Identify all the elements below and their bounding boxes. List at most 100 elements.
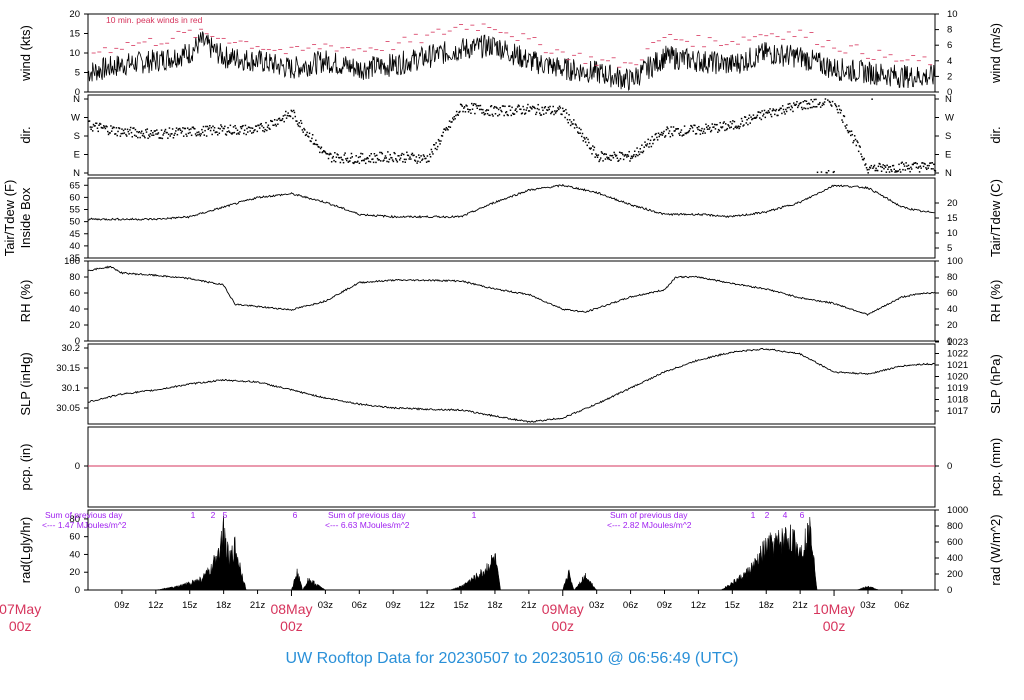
- x-tick-label: 09z: [386, 600, 402, 611]
- rad-sum-value: <--- 2.82 MJoules/m^2: [607, 520, 692, 530]
- rh-ylabel-left: RH (%): [18, 280, 33, 323]
- temp-ylabel-right: Tair/Tdew (C): [988, 179, 1003, 257]
- temp-left-tick-label: 60: [69, 192, 80, 203]
- rh-left-tick-label: 80: [69, 272, 80, 283]
- dir-right-tick-label: W: [945, 113, 954, 124]
- peak-winds-annotation: 10 min. peak winds in red: [106, 15, 203, 25]
- slp-ylabel-right: SLP (hPa): [988, 354, 1003, 414]
- rad-sum-value: <--- 1.47 MJoules/m^2: [42, 520, 127, 530]
- wind-ylabel-right: wind (m/s): [988, 23, 1003, 84]
- day-date-label: 09May: [542, 601, 584, 617]
- rad-left-tick-label: 60: [69, 532, 80, 543]
- rad-right-tick-label: 1000: [947, 505, 968, 516]
- rad-marker: 1: [472, 510, 477, 520]
- dir-right-tick-label: E: [945, 150, 951, 161]
- rh-left-tick-label: 40: [69, 304, 80, 315]
- x-tick-label: 21z: [521, 600, 537, 611]
- temp-left-tick-label: 50: [69, 217, 80, 228]
- slp-left-tick-label: 30.15: [56, 363, 80, 374]
- slp-left-tick-label: 30.05: [56, 403, 80, 414]
- rh-panel-frame: [87, 260, 936, 342]
- wind-right-tick-label: 2: [947, 71, 952, 82]
- dir-left-tick-label: S: [74, 131, 80, 142]
- temp-right-tick-label: 10: [947, 228, 958, 239]
- temp-left-tick-label: 40: [69, 241, 80, 252]
- dir-ylabel-left: dir.: [18, 126, 33, 143]
- temp-right-tick-label: 15: [947, 213, 958, 224]
- day-time-label: 00z: [551, 618, 574, 634]
- rh-series-line: [88, 265, 935, 316]
- rad-left-tick-label: 0: [75, 585, 80, 596]
- slp-series-line: [87, 348, 935, 423]
- rad-left-tick-label: 20: [69, 567, 80, 578]
- wind-left-tick-label: 5: [75, 68, 80, 79]
- x-tick-label: 03z: [860, 600, 876, 611]
- rad-marker: 6: [800, 510, 805, 520]
- rad-right-tick-label: 400: [947, 553, 963, 564]
- rh-right-tick-label: 60: [947, 288, 958, 299]
- wind-left-tick-label: 0: [75, 87, 80, 98]
- rad-marker: 6: [293, 510, 298, 520]
- wind-right-tick-label: 6: [947, 40, 952, 51]
- wind-right-tick-label: 4: [947, 56, 952, 67]
- pcp-ylabel-right: pcp. (mm): [988, 438, 1003, 497]
- rh-right-tick-label: 0: [947, 336, 952, 347]
- rad-left-tick-label: 40: [69, 549, 80, 560]
- slp-right-tick-label: 1017: [947, 406, 968, 417]
- rh-right-tick-label: 80: [947, 272, 958, 283]
- rad-marker: 4: [783, 510, 788, 520]
- wind-speed-line: [87, 31, 935, 91]
- rad-left-tick-label: 80: [69, 514, 80, 525]
- temp-left-tick-label: 35: [69, 253, 80, 264]
- temp-left-tick-label: 45: [69, 229, 80, 240]
- x-tick-label: 18z: [487, 600, 503, 611]
- rh-ylabel-right: RH (%): [988, 280, 1003, 323]
- slp-panel-frame: [87, 343, 936, 425]
- x-tick-label: 12z: [148, 600, 164, 611]
- rad-ylabel-right: rad (W/m^2): [988, 514, 1003, 585]
- x-tick-label: 18z: [759, 600, 775, 611]
- chart-footer-title: UW Rooftop Data for 20230507 to 20230510…: [285, 650, 739, 667]
- day-date-label: 07May: [0, 601, 41, 617]
- pcp-left-tick-label: 0: [75, 461, 80, 472]
- rad-marker: 1: [191, 510, 196, 520]
- slp-right-tick-label: 1022: [947, 349, 968, 360]
- rad-right-tick-label: 200: [947, 569, 963, 580]
- x-tick-label: 21z: [792, 600, 808, 611]
- rh-right-tick-label: 40: [947, 304, 958, 315]
- temp-left-tick-label: 55: [69, 205, 80, 216]
- rad-marker: 5: [223, 510, 228, 520]
- pcp-panel-frame: [87, 426, 936, 508]
- temp-panel-frame: [87, 177, 936, 259]
- slp-right-tick-label: 1023: [947, 337, 968, 348]
- temp-ylabel-left: Tair/Tdew (F): [2, 180, 17, 257]
- day-time-label: 00z: [280, 618, 303, 634]
- slp-right-tick-label: 1020: [947, 372, 968, 383]
- dir-ylabel-right: dir.: [988, 126, 1003, 143]
- temp-right-tick-label: 5: [947, 243, 952, 254]
- wind-left-tick-label: 15: [69, 29, 80, 40]
- day-time-label: 00z: [823, 618, 846, 634]
- rad-ylabel-left: rad(Lgly/hr): [18, 517, 33, 583]
- slp-right-tick-label: 1021: [947, 360, 968, 371]
- rad-right-tick-label: 800: [947, 521, 963, 532]
- rad-marker: 1: [751, 510, 756, 520]
- wind-panel-frame: [87, 13, 936, 93]
- slp-right-tick-label: 1019: [947, 383, 968, 394]
- x-tick-label: 03z: [318, 600, 334, 611]
- rh-right-tick-label: 100: [947, 256, 963, 267]
- rh-left-tick-label: 60: [69, 288, 80, 299]
- dir-right-tick-label: N: [945, 168, 952, 179]
- dir-left-tick-label: N: [73, 168, 80, 179]
- day-date-label: 08May: [270, 601, 312, 617]
- radiation-area: [88, 515, 935, 591]
- rad-sum-heading: Sum of previous day: [610, 510, 688, 520]
- x-tick-label: 09z: [114, 600, 130, 611]
- wind-left-tick-label: 10: [69, 48, 80, 59]
- x-tick-label: 12z: [419, 600, 435, 611]
- wind-ylabel-left: wind (kts): [18, 25, 33, 82]
- slp-left-tick-label: 30.1: [62, 383, 81, 394]
- x-tick-label: 06z: [352, 600, 368, 611]
- x-tick-label: 21z: [250, 600, 266, 611]
